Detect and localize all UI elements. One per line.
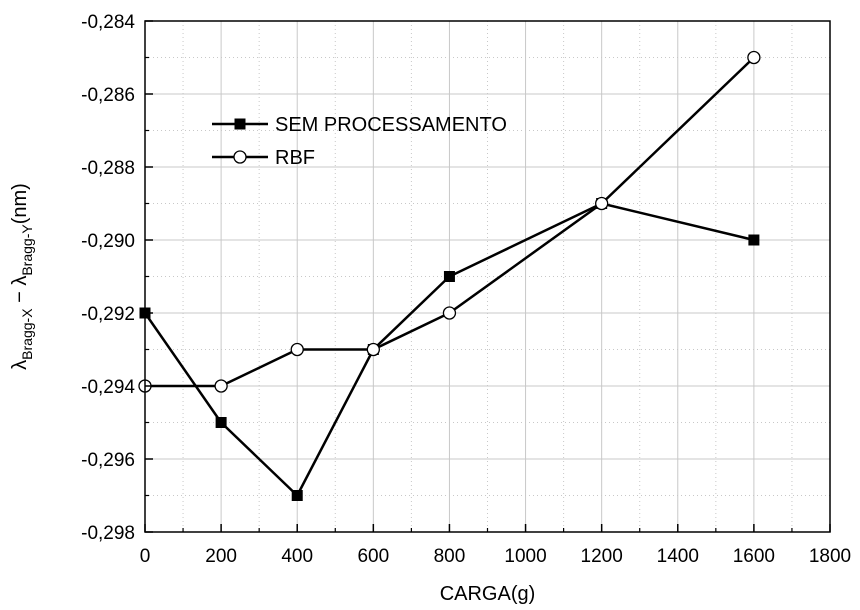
series-layer (138, 50, 761, 501)
legend-label: RBF (275, 147, 315, 169)
x-tick-label: 1400 (657, 546, 699, 567)
data-point-circle (290, 342, 304, 357)
data-point-square (443, 271, 455, 282)
x-tick-label: 1600 (733, 546, 775, 567)
y-axis-title-lambda: λ (9, 360, 31, 370)
y-tick-label: -0,290 (81, 231, 135, 252)
x-tick-label: 800 (434, 546, 466, 567)
y-tick-label: -0,288 (81, 158, 135, 179)
data-point-square (215, 417, 227, 428)
x-tick-label: 600 (357, 546, 389, 567)
series-2 (138, 50, 761, 393)
x-tick-label: 1200 (581, 546, 623, 567)
data-point-circle (366, 342, 380, 357)
ticks: 0 200 400 600 800 1000 1200 1400 1600 1800 -0,298 -… (81, 12, 851, 567)
grid (145, 21, 830, 532)
data-point-circle (442, 306, 457, 320)
y-axis-title-sub1: Bragg-X (19, 308, 35, 360)
y-axis-title-unit: (nm) (9, 183, 31, 224)
x-tick-label: 400 (281, 546, 313, 567)
legend-marker (234, 118, 246, 130)
y-tick-label: -0,296 (81, 450, 135, 471)
y-axis-title: λBragg-X − λBragg-Y(nm) (9, 183, 35, 370)
x-tick-label: 1000 (504, 546, 546, 567)
y-tick-label: -0,284 (81, 12, 135, 33)
data-point-circle (595, 196, 609, 211)
x-axis-title: CARGA(g) (440, 583, 536, 605)
data-point-square (748, 234, 760, 246)
legend-label: SEM PROCESSAMENTO (275, 114, 507, 136)
x-tick-label: 0 (140, 546, 151, 567)
legend: SEM PROCESSAMENTO RBF (212, 114, 507, 169)
y-tick-label: -0,298 (81, 523, 135, 544)
data-point-square (291, 490, 303, 501)
data-point-circle (747, 50, 761, 65)
y-tick-label: -0,286 (81, 85, 135, 106)
x-tick-label: 200 (205, 546, 237, 567)
x-tick-label: 1800 (809, 546, 851, 567)
legend-marker (233, 150, 247, 164)
data-point-circle (214, 379, 228, 393)
y-axis-title-minus: − λ (9, 276, 31, 309)
y-tick-label: -0,292 (81, 304, 135, 325)
y-tick-label: -0,294 (81, 377, 135, 398)
y-axis-title-sub2: Bragg-Y (19, 224, 35, 276)
